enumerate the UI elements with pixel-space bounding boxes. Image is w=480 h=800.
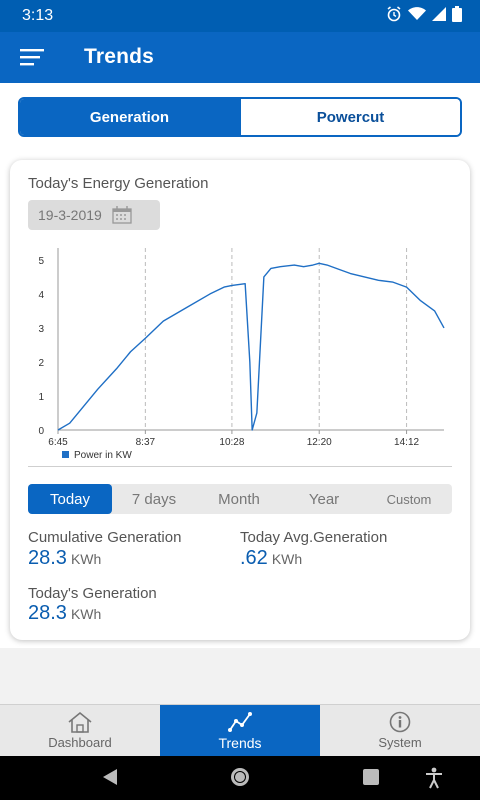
y-tick-label: 2 xyxy=(38,358,44,369)
energy-card: Today's Energy Generation 19-3-2019 0 1 2 3… xyxy=(10,160,470,640)
y-tick-label: 0 xyxy=(38,426,44,437)
calendar-icon xyxy=(112,206,132,224)
legend-label: Power in KW xyxy=(74,450,132,460)
battery-icon xyxy=(452,6,462,22)
bottom-nav: Dashboard Trends System xyxy=(0,704,480,756)
avg-value: .62 xyxy=(240,547,268,569)
accessibility-icon[interactable] xyxy=(424,767,444,789)
divider xyxy=(28,466,452,467)
home-icon xyxy=(68,711,92,733)
cumulative-unit: KWh xyxy=(70,551,102,567)
today-gen-unit: KWh xyxy=(70,606,102,622)
app-bar: Trends xyxy=(0,32,480,83)
y-tick-label: 3 xyxy=(38,324,44,335)
card-title: Today's Energy Generation xyxy=(28,175,209,192)
today-gen-value: 28.3 xyxy=(28,602,67,624)
alarm-icon xyxy=(387,6,401,22)
wifi-icon xyxy=(408,7,426,20)
signal-icon xyxy=(432,7,446,21)
trend-icon xyxy=(228,711,252,732)
y-tick-label: 4 xyxy=(38,290,44,301)
today-gen-label: Today's Generation xyxy=(28,585,157,602)
avg-unit: KWh xyxy=(271,551,303,567)
nav-trends-label: Trends xyxy=(218,734,262,751)
range-month[interactable]: Month xyxy=(218,490,260,508)
back-icon[interactable] xyxy=(100,767,120,787)
info-icon xyxy=(389,711,411,733)
range-year[interactable]: Year xyxy=(308,490,340,508)
x-tick-label: 14:12 xyxy=(394,437,419,448)
nav-system-label: System xyxy=(378,735,422,750)
x-tick-label: 10:28 xyxy=(219,437,244,448)
y-tick-label: 5 xyxy=(38,256,44,267)
today-gen-value-group: 28.3 KWh xyxy=(28,602,101,625)
page-title: Trends xyxy=(84,45,155,68)
status-time: 3:13 xyxy=(22,7,54,24)
date-picker[interactable]: 19-3-2019 xyxy=(28,200,160,230)
home-button-icon[interactable] xyxy=(230,767,250,787)
nav-dashboard-label: Dashboard xyxy=(48,735,112,750)
nav-dashboard[interactable]: Dashboard xyxy=(0,705,160,756)
cumulative-value-group: 28.3 KWh xyxy=(28,547,101,570)
avg-value-group: .62 KWh xyxy=(240,547,302,570)
tab-generation[interactable]: Generation xyxy=(20,99,239,135)
menu-icon[interactable] xyxy=(20,47,46,67)
status-bar: 3:13 xyxy=(0,0,480,32)
range-7days[interactable]: 7 days xyxy=(131,490,177,508)
tab-powercut[interactable]: Powercut xyxy=(239,99,460,135)
nav-trends[interactable]: Trends xyxy=(160,705,320,756)
status-icons xyxy=(386,6,462,22)
generation-chart: 0 1 2 3 4 5 6:45 8:37 10:28 12:20 14:12 Power in KW xyxy=(30,240,450,460)
x-tick-label: 6:45 xyxy=(48,437,68,448)
x-tick-label: 12:20 xyxy=(307,437,332,448)
y-tick-label: 1 xyxy=(38,392,44,403)
cumulative-value: 28.3 xyxy=(28,547,67,569)
nav-system[interactable]: System xyxy=(320,705,480,756)
range-custom[interactable]: Custom xyxy=(386,491,432,507)
legend-swatch xyxy=(62,451,69,458)
recents-icon[interactable] xyxy=(361,767,381,787)
system-nav-bar xyxy=(0,756,480,800)
segment-control: Generation Powercut xyxy=(18,97,462,137)
chart-svg: 0 1 2 3 4 5 6:45 8:37 10:28 12:20 14:12 Power in KW xyxy=(38,248,445,460)
avg-label: Today Avg.Generation xyxy=(240,529,388,546)
date-value: 19-3-2019 xyxy=(38,207,102,223)
range-tabs: Today 7 days Month Year Custom xyxy=(28,484,452,514)
range-today[interactable]: Today xyxy=(28,484,112,514)
cumulative-label: Cumulative Generation xyxy=(28,529,182,546)
x-tick-label: 8:37 xyxy=(136,437,156,448)
series-line-power xyxy=(57,262,445,431)
main-content: Generation Powercut Today's Energy Gener… xyxy=(0,83,480,648)
